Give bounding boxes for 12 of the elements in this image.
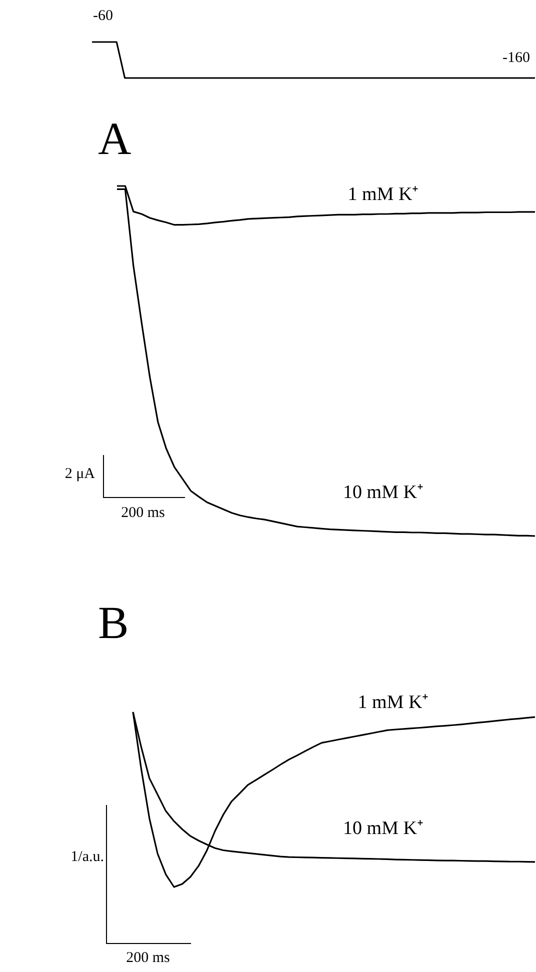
text: 200 ms — [126, 950, 170, 967]
text: 1/a.u. — [70, 849, 104, 866]
series-label: 1 mM K⁺ — [358, 691, 428, 714]
text: 2 μA — [64, 466, 95, 483]
series-label: 1 mM K⁺ — [348, 183, 418, 206]
series-label: 10 mM K⁺ — [343, 481, 423, 504]
chart-title: A — [98, 112, 132, 165]
text: -60 — [93, 8, 113, 25]
annotation: -160 — [502, 50, 530, 67]
series-label: 10 mM K⁺ — [343, 817, 423, 840]
annotation: 200 ms — [121, 505, 165, 522]
chart-title: B — [98, 596, 129, 649]
